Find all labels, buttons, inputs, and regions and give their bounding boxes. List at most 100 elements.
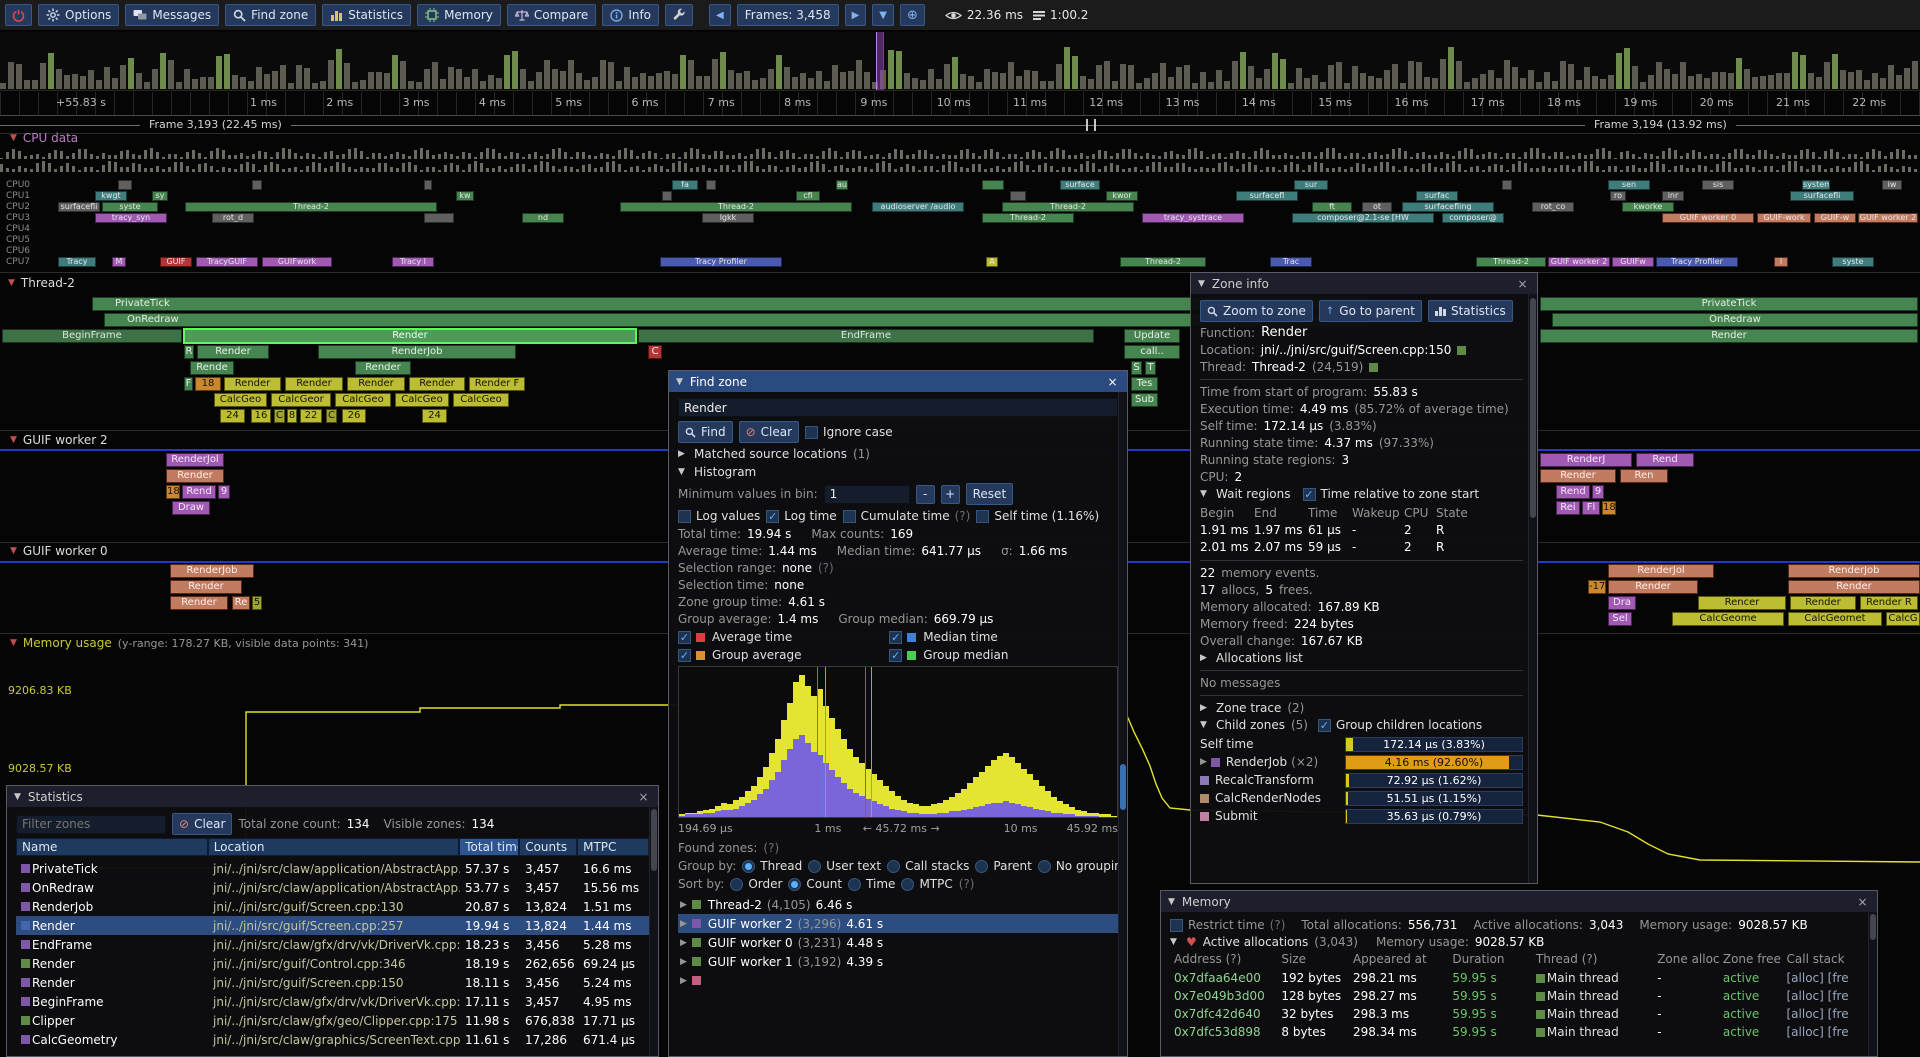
table-row[interactable]: CalcGeometry jni/../jni/src/claw/graphics… <box>16 1030 649 1049</box>
zone[interactable]: Render <box>1788 580 1920 594</box>
column-header[interactable]: Total time <box>459 838 520 856</box>
frame-overview-bar[interactable] <box>1768 75 1774 89</box>
child-zone-row[interactable]: Self time 172.14 μs (3.83%) <box>1200 735 1523 753</box>
frame-overview-bar[interactable] <box>1536 82 1542 89</box>
help-icon[interactable]: (?) <box>1269 918 1286 932</box>
frame-overview-bar[interactable] <box>664 71 670 89</box>
expand-icon[interactable]: ▶ <box>678 449 685 459</box>
frame-overview-bar[interactable] <box>1136 83 1142 89</box>
frame-overview-bar[interactable] <box>168 60 174 89</box>
power-button[interactable] <box>5 4 32 26</box>
zone[interactable]: F <box>184 377 193 391</box>
zone[interactable]: PrivateTick <box>1540 297 1918 311</box>
frame-overview-bar[interactable] <box>1328 65 1334 89</box>
frame-overview-bar[interactable] <box>1888 65 1894 89</box>
frame-overview-bar[interactable] <box>376 72 382 89</box>
checkbox[interactable] <box>678 648 691 662</box>
zone[interactable]: CalcGeo <box>395 393 449 407</box>
frame-overview-bar[interactable] <box>1480 74 1486 89</box>
collapse-icon[interactable]: ▼ <box>8 278 15 288</box>
frame-overview-bar[interactable] <box>448 67 454 89</box>
zone[interactable]: CalcGeome <box>1672 612 1784 626</box>
frame-overview-bar[interactable] <box>312 83 318 89</box>
cpu-zone[interactable] <box>1010 191 1026 201</box>
cpu-zone[interactable]: composer@2.1-se [HW <box>1292 213 1434 223</box>
cpu-zone[interactable]: Trac <box>1270 257 1312 267</box>
table-row[interactable]: RenderJob jni/../jni/src/guif/Screen.cpp:… <box>16 897 649 916</box>
child-zones-section[interactable]: ▼ Child zones (5) Group children locatio… <box>1200 718 1523 732</box>
checkbox[interactable] <box>766 509 780 523</box>
child-zone-row[interactable]: RecalcTransform 72.92 μs (1.62%) <box>1200 771 1523 789</box>
cpu-zone[interactable]: sen <box>1608 180 1650 190</box>
frame-overview-bar[interactable] <box>1656 62 1662 89</box>
frame-overview-bar[interactable] <box>416 82 422 89</box>
zone[interactable]: Sub <box>1131 393 1158 407</box>
cpu-zone[interactable]: cfi <box>796 191 820 201</box>
frame-overview-bar[interactable] <box>400 61 406 89</box>
frame-overview-bar[interactable] <box>1104 61 1110 89</box>
frame-overview-bar[interactable] <box>864 72 870 89</box>
frame-overview-bar[interactable] <box>232 75 238 89</box>
min-bin-input[interactable] <box>823 484 910 504</box>
sort-by-time[interactable]: Time <box>848 877 895 891</box>
zone[interactable]: 18 <box>195 377 221 391</box>
zone[interactable]: RenderJob <box>318 345 516 359</box>
frame-overview-bar[interactable] <box>1064 47 1070 89</box>
frame-overview-bar[interactable] <box>1808 73 1814 89</box>
wait-region-row[interactable]: 2.01 ms 2.07 ms 59 μs - 2 R <box>1200 538 1523 555</box>
cpu-zone[interactable]: TracyGUIF <box>196 257 258 267</box>
frame-overview-bar[interactable] <box>600 60 606 89</box>
cpu-zone[interactable]: surfacefli <box>58 202 100 212</box>
group-by-parent[interactable]: Parent <box>975 859 1032 873</box>
found-zone-group[interactable]: ▶ GUIF worker 1 (3,192) 4.39 s <box>678 952 1118 971</box>
cpu-zone[interactable]: ft <box>1312 202 1352 212</box>
frame-overview-bar[interactable] <box>1288 83 1294 89</box>
cpu-zone[interactable]: Thread-2 <box>1002 202 1134 212</box>
cpu-zone[interactable]: surfacefli <box>1790 191 1854 201</box>
zone[interactable]: Update <box>1124 329 1180 343</box>
column-header[interactable]: Size <box>1281 952 1307 966</box>
legend-item[interactable]: Median time <box>889 630 1100 644</box>
frame-overview-bar[interactable] <box>1016 76 1022 89</box>
frame-overview-bar[interactable] <box>928 69 934 89</box>
find-button[interactable]: Find <box>678 421 733 443</box>
frame-overview-bar[interactable] <box>808 78 814 89</box>
cpu-zone[interactable]: kwgt <box>95 191 127 201</box>
frame-overview-bar[interactable] <box>1696 74 1702 89</box>
frame-overview-bar[interactable] <box>352 82 358 89</box>
section-header[interactable]: ▼ Thread-2 <box>8 276 75 290</box>
frame-overview-bar[interactable] <box>1784 73 1790 89</box>
zone[interactable]: Render <box>409 377 465 391</box>
zone[interactable]: EndFrame <box>638 329 1094 343</box>
radio[interactable] <box>742 859 756 873</box>
zone[interactable]: RenderJob <box>1788 564 1920 578</box>
cpu-zone[interactable]: Thread-2 <box>620 202 852 212</box>
table-row[interactable]: EndFrame jni/../jni/src/claw/gfx/drv/vk/D… <box>16 935 649 954</box>
frame-overview-bar[interactable] <box>520 69 526 89</box>
cpu-zone[interactable]: Tracy I <box>392 257 434 267</box>
location-value[interactable]: jni/../jni/src/guif/Screen.cpp:150 <box>1260 343 1452 357</box>
zone[interactable]: Dra <box>1608 596 1636 610</box>
zone[interactable]: RenderJ <box>1540 453 1632 467</box>
frame-overview-bar[interactable] <box>1832 54 1838 89</box>
cpu-zone[interactable]: composer@ <box>1442 213 1504 223</box>
restrict-time-checkbox[interactable]: Restrict time (?) <box>1170 918 1285 932</box>
frame-overview-bar[interactable] <box>1152 73 1158 89</box>
frame-overview-bar[interactable] <box>752 80 758 89</box>
group-by-no-grouping[interactable]: No grouping <box>1037 859 1127 873</box>
cpu-zone[interactable]: Tracy Profiler <box>660 257 782 267</box>
frame-overview-bar[interactable] <box>984 69 990 89</box>
frame-overview-bar[interactable] <box>1048 81 1054 89</box>
zone[interactable]: 8 <box>287 409 297 423</box>
frame-overview-bar[interactable] <box>768 69 774 89</box>
zone[interactable]: Re <box>232 596 250 610</box>
zone[interactable]: BeginFrame <box>2 329 182 343</box>
cpu-zone[interactable]: Thread-2 <box>185 202 437 212</box>
allocation-row[interactable]: 0x7dfaa64e00 192 bytes 298.21 ms 59.95 s Mai… <box>1170 969 1868 987</box>
zone[interactable]: 26 <box>342 409 366 423</box>
frame-overview-bar[interactable] <box>488 75 494 89</box>
frame-overview-bar[interactable] <box>440 79 446 89</box>
frame-overview-bar[interactable] <box>728 70 734 89</box>
frame-overview-bar[interactable] <box>1280 59 1286 89</box>
frame-overview-bar[interactable] <box>1632 66 1638 89</box>
